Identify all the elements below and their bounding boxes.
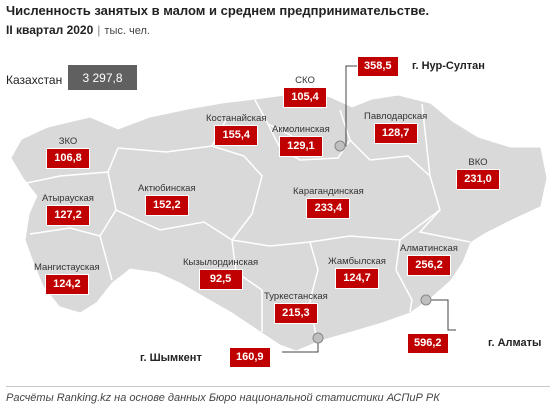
region-value: 152,2 <box>144 195 189 216</box>
footer-divider <box>6 386 550 387</box>
border-karaganda-south <box>231 209 441 247</box>
border-vko <box>418 175 471 243</box>
source-note: Расчёты Ranking.kz на основе данных Бюро… <box>6 392 440 404</box>
region-value: 155,4 <box>214 125 259 146</box>
border-kostanay-karaganda <box>211 145 263 241</box>
region-borders <box>21 99 471 337</box>
shymkent-marker <box>312 332 324 344</box>
region-aktobe: Актюбинская 152,2 <box>138 183 196 216</box>
region-name: Алматинская <box>400 243 458 254</box>
city-name-almaty: г. Алматы <box>488 337 542 349</box>
city-name-nur-sultan: г. Нур-Султан <box>412 60 485 72</box>
total-value: 3 297,8 <box>68 65 137 90</box>
city-name-shymkent: г. Шымкент <box>140 352 202 364</box>
region-value: 127,2 <box>45 205 90 226</box>
region-name: ЗКО <box>58 136 78 147</box>
border-aktobe-kyzylorda <box>115 209 233 241</box>
region-value: 129,1 <box>278 136 323 157</box>
chart-title: Численность занятых в малом и среднем пр… <box>6 3 430 18</box>
region-name: СКО <box>295 75 315 86</box>
region-value: 215,3 <box>273 303 318 324</box>
region-vko: ВКО 231,0 <box>456 157 500 190</box>
region-name: Костанайская <box>206 113 267 124</box>
region-akmola: Акмолинская 129,1 <box>272 124 330 157</box>
city-value-almaty: 596,2 <box>407 333 449 354</box>
region-zko: ЗКО 106,8 <box>46 136 90 169</box>
almaty-leader <box>426 299 456 331</box>
city-value-nur-sultan: 358,5 <box>357 56 399 77</box>
region-name: Кызылординская <box>183 257 259 268</box>
total-label: Казахстан <box>6 73 63 87</box>
border-zko-atyrau <box>21 147 119 185</box>
region-value: 231,0 <box>456 169 500 190</box>
city-value-shymkent: 160,9 <box>229 347 271 368</box>
region-karaganda: Карагандинская 233,4 <box>293 186 364 219</box>
region-value: 128,7 <box>373 123 418 144</box>
region-name: Атырауская <box>42 193 94 204</box>
region-zhambyl: Жамбылская 124,7 <box>328 256 386 289</box>
region-name: Карагандинская <box>293 186 364 197</box>
period-label: II квартал 2020 <box>6 23 94 37</box>
region-value: 92,5 <box>198 269 243 290</box>
region-value: 124,7 <box>334 268 379 289</box>
border-akmola <box>267 109 351 161</box>
border-atyrau-mangistau <box>29 227 113 281</box>
region-sko: СКО 105,4 <box>283 75 327 108</box>
border-kyzylorda-turkestan <box>231 239 263 332</box>
region-value: 106,8 <box>46 148 90 169</box>
border-almaty-obl <box>395 239 413 313</box>
region-name: Акмолинская <box>272 124 330 135</box>
region-name: Мангистауская <box>34 262 100 273</box>
region-pavlodar: Павлодарская 128,7 <box>364 111 427 144</box>
unit-label: тыс. чел. <box>104 25 150 37</box>
border-pavlodar <box>349 103 431 178</box>
region-name: Павлодарская <box>364 111 428 122</box>
separator: | <box>97 23 101 37</box>
almaty-marker <box>420 294 432 306</box>
region-name: Жамбылская <box>328 256 386 267</box>
region-value: 233,4 <box>306 198 351 219</box>
region-name: ВКО <box>468 157 488 168</box>
region-value: 105,4 <box>283 87 327 108</box>
region-name: Актюбинская <box>138 183 196 194</box>
region-mangistau: Мангистауская 124,2 <box>34 262 100 295</box>
region-almaty-obl: Алматинская 256,2 <box>400 243 458 276</box>
region-value: 124,2 <box>44 274 89 295</box>
region-kostanay: Костанайская 155,4 <box>206 113 266 146</box>
region-atyrau: Атырауская 127,2 <box>42 193 94 226</box>
region-name: Туркестанская <box>264 291 328 302</box>
region-turkestan: Туркестанская 215,3 <box>264 291 328 324</box>
region-value: 256,2 <box>406 255 451 276</box>
nur-sultan-marker <box>334 140 346 152</box>
region-kyzylorda: Кызылординская 92,5 <box>183 257 258 290</box>
chart-subtitle: II квартал 2020 | тыс. чел. <box>6 23 150 37</box>
kazakhstan-map <box>11 65 547 353</box>
